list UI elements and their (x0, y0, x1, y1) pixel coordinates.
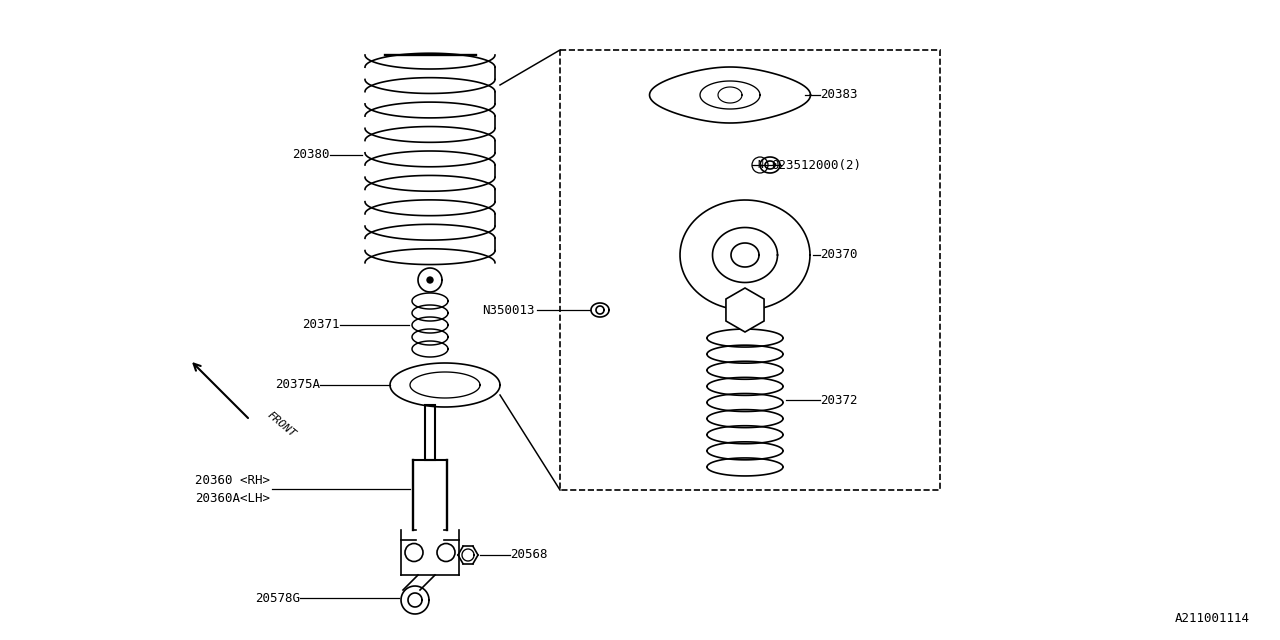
Text: 20360 <RH>: 20360 <RH> (195, 474, 270, 486)
Bar (561, 50, 940, 490)
Polygon shape (726, 288, 764, 332)
Text: 20371: 20371 (302, 319, 340, 332)
Text: 20375A: 20375A (275, 378, 320, 392)
Text: 20372: 20372 (820, 394, 858, 406)
Text: 20568: 20568 (509, 548, 548, 561)
Circle shape (428, 277, 433, 283)
Text: A211001114: A211001114 (1175, 612, 1251, 625)
Text: 20383: 20383 (820, 88, 858, 102)
Text: N: N (756, 160, 763, 170)
Text: 20578G: 20578G (255, 591, 300, 605)
Text: 20380: 20380 (293, 148, 330, 161)
Text: N350013: N350013 (483, 303, 535, 317)
Text: FRONT: FRONT (265, 410, 297, 439)
Bar (425, 405, 435, 460)
Text: 20370: 20370 (820, 248, 858, 262)
Text: 023512000(2): 023512000(2) (771, 159, 861, 172)
Text: 20360A<LH>: 20360A<LH> (195, 492, 270, 504)
